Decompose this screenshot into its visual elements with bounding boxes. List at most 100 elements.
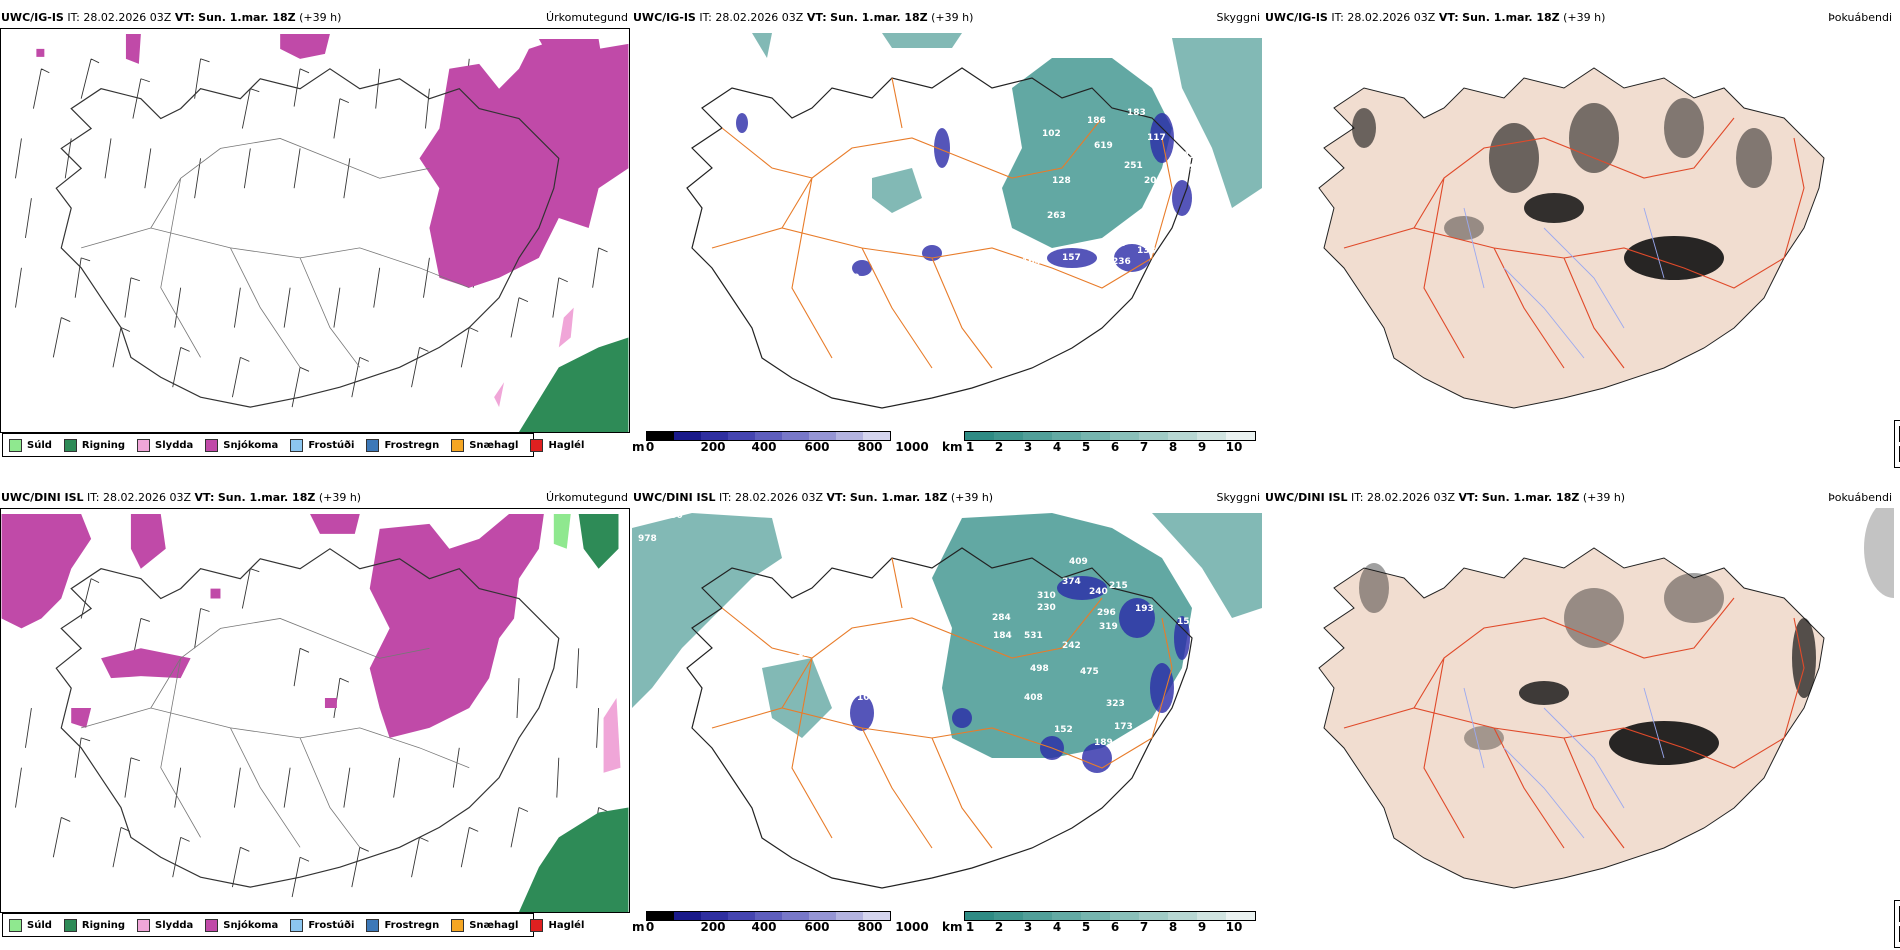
colorbar-unit: m bbox=[632, 920, 645, 934]
svg-text:157: 157 bbox=[1062, 253, 1081, 263]
fog-index-shading bbox=[1359, 508, 1894, 765]
colorbar-tick: 1 bbox=[965, 440, 975, 454]
panel-header: UWC/IG-IS IT: 28.02.2026 03Z VT: Sun. 1.… bbox=[633, 11, 974, 24]
svg-text:230: 230 bbox=[1037, 603, 1056, 613]
svg-text:215: 215 bbox=[1109, 581, 1128, 591]
fog-legend: 0 60 bbox=[1894, 420, 1900, 468]
sleet-area bbox=[494, 307, 574, 408]
legend-item: Slydda bbox=[137, 438, 193, 452]
svg-text:475: 475 bbox=[1080, 667, 1099, 677]
panel-title: Úrkomutegund bbox=[546, 491, 628, 504]
svg-text:12: 12 bbox=[887, 143, 900, 153]
colorbar-bar bbox=[646, 431, 891, 441]
svg-text:96: 96 bbox=[892, 219, 905, 229]
colorbar-tick: 8 bbox=[1168, 440, 1178, 454]
panel-header: UWC/DINI ISL IT: 28.02.2026 03Z VT: Sun.… bbox=[633, 491, 994, 504]
colorbar-tick: 200 bbox=[700, 920, 726, 934]
iceland-outline bbox=[686, 67, 1193, 409]
legend-item: Frostregn bbox=[366, 438, 439, 452]
svg-text:978: 978 bbox=[638, 534, 657, 544]
panel-title: Skyggni bbox=[1216, 491, 1260, 504]
svg-text:296: 296 bbox=[1097, 608, 1116, 618]
colorbar-tick: 9 bbox=[1197, 920, 1207, 934]
svg-text:173: 173 bbox=[1114, 722, 1133, 732]
svg-text:133: 133 bbox=[1137, 246, 1156, 256]
colorbar-tick: 6 bbox=[1110, 920, 1120, 934]
legend-item: Súld bbox=[9, 438, 52, 452]
svg-text:193: 193 bbox=[1135, 604, 1154, 614]
roads bbox=[81, 138, 470, 368]
svg-text:374: 374 bbox=[1062, 577, 1081, 587]
ceiling-labels: 930 978 409 374 240 215 310 230 193 296 … bbox=[638, 511, 1196, 748]
svg-text:251: 251 bbox=[1124, 161, 1143, 171]
snow-area bbox=[210, 513, 360, 709]
roads bbox=[711, 77, 1173, 369]
snow-area bbox=[1, 513, 92, 629]
svg-text:184: 184 bbox=[993, 631, 1012, 641]
svg-text:115: 115 bbox=[797, 649, 816, 659]
svg-text:319: 319 bbox=[1099, 622, 1118, 632]
colorbar-tick: 400 bbox=[751, 440, 777, 454]
fog-legend: 0 60 bbox=[1894, 900, 1900, 948]
svg-text:117: 117 bbox=[1147, 133, 1166, 143]
colorbar-tick: 4 bbox=[1052, 920, 1062, 934]
svg-text:164: 164 bbox=[1022, 257, 1041, 267]
visibility-colorbar: km 1 2 3 4 5 6 7 8 9 10 bbox=[942, 910, 1262, 940]
cloudbase-colorbar: m 0 200 400 600 800 1000 bbox=[632, 910, 942, 940]
svg-text:152: 152 bbox=[1054, 725, 1073, 735]
colorbar-tick: 10 bbox=[1225, 440, 1243, 454]
colorbar-tick: 3 bbox=[1023, 920, 1033, 934]
roads bbox=[1343, 117, 1805, 369]
legend-item: Frostúði bbox=[290, 438, 354, 452]
svg-text:263: 263 bbox=[1047, 211, 1066, 221]
svg-text:619: 619 bbox=[1094, 141, 1113, 151]
colorbar-tick: 1000 bbox=[895, 440, 929, 454]
svg-text:531: 531 bbox=[1024, 631, 1043, 641]
precip-type-panel: UWC/IG-IS IT: 28.02.2026 03Z VT: Sun. 1.… bbox=[0, 10, 630, 460]
rivers bbox=[1463, 207, 1665, 359]
iceland-outline bbox=[55, 548, 560, 888]
svg-text:240: 240 bbox=[1089, 587, 1108, 597]
svg-text:159: 159 bbox=[1177, 617, 1196, 627]
colorbar-tick: 200 bbox=[700, 440, 726, 454]
colorbar-unit: km bbox=[942, 440, 963, 454]
cloud-ceiling-patches bbox=[850, 576, 1190, 773]
precip-type-map bbox=[0, 28, 630, 433]
snow-area bbox=[369, 513, 544, 738]
colorbar-bar bbox=[964, 911, 1256, 921]
colorbar-tick: 400 bbox=[751, 920, 777, 934]
colorbar-tick: 5 bbox=[1081, 440, 1091, 454]
precip-type-map bbox=[0, 508, 630, 913]
svg-text:614: 614 bbox=[1107, 239, 1126, 249]
svg-text:930: 930 bbox=[664, 511, 683, 521]
fog-panel: UWC/DINI ISL IT: 28.02.2026 03Z VT: Sun.… bbox=[1264, 490, 1900, 948]
svg-text:408: 408 bbox=[1024, 693, 1043, 703]
colorbar-tick: 2 bbox=[994, 920, 1004, 934]
svg-text:498: 498 bbox=[1030, 664, 1049, 674]
low-visibility-area bbox=[632, 513, 782, 708]
fog-map bbox=[1318, 508, 1894, 889]
legend-item: Frostúði bbox=[290, 918, 354, 932]
row-1: UWC/IG-IS IT: 28.02.2026 03Z VT: Sun. 1.… bbox=[0, 10, 1900, 470]
panel-title: Þokuábendi bbox=[1828, 491, 1892, 504]
svg-text:183: 183 bbox=[1127, 108, 1146, 118]
snow-area bbox=[538, 38, 604, 74]
colorbar-tick: 10 bbox=[1225, 920, 1243, 934]
svg-text:105: 105 bbox=[1144, 211, 1163, 221]
precip-type-legend: Súld Rigning Slydda Snjókoma Frostúði Fr… bbox=[2, 433, 584, 457]
legend-item: Haglél bbox=[530, 918, 584, 932]
svg-text:189: 189 bbox=[1094, 738, 1113, 748]
svg-text:357: 357 bbox=[1062, 291, 1081, 301]
colorbar-tick: 800 bbox=[857, 920, 883, 934]
precip-type-panel: UWC/DINI ISL IT: 28.02.2026 03Z VT: Sun.… bbox=[0, 490, 630, 940]
svg-text:284: 284 bbox=[992, 613, 1011, 623]
panel-header: UWC/IG-IS IT: 28.02.2026 03Z VT: Sun. 1.… bbox=[1265, 11, 1606, 24]
visibility-map: 186 183 619 102 117 179 139 251 206 128 … bbox=[686, 33, 1262, 409]
low-visibility-area bbox=[932, 513, 1192, 758]
colorbar-tick: 2 bbox=[994, 440, 1004, 454]
colorbar-tick: 7 bbox=[1139, 440, 1149, 454]
panel-header: UWC/DINI ISL IT: 28.02.2026 03Z VT: Sun.… bbox=[1265, 491, 1626, 504]
svg-text:206: 206 bbox=[1144, 176, 1163, 186]
svg-text:179: 179 bbox=[1177, 151, 1196, 161]
sleet-area bbox=[603, 698, 621, 773]
